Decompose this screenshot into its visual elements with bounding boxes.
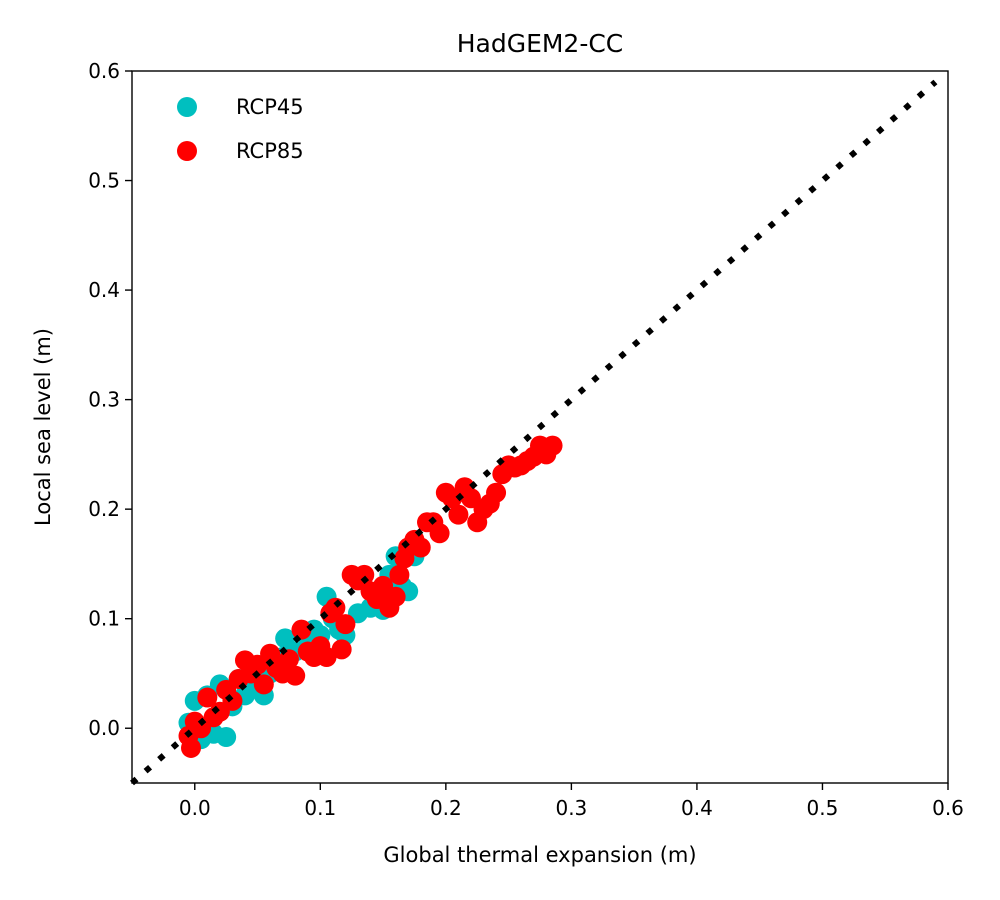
data-point <box>429 523 450 544</box>
x-tick-label: 0.4 <box>681 796 713 820</box>
data-point <box>410 537 431 558</box>
y-tick-label: 0.3 <box>88 388 120 412</box>
data-point <box>335 614 356 635</box>
legend-label: RCP85 <box>236 139 304 163</box>
data-point <box>291 619 312 640</box>
plot-area <box>130 79 938 786</box>
legend: RCP45 RCP85 <box>177 95 304 163</box>
data-point <box>385 586 406 607</box>
legend-label: RCP45 <box>236 95 304 119</box>
legend-marker <box>177 97 197 117</box>
series-rcp85 <box>178 435 563 758</box>
data-point <box>316 647 337 668</box>
x-tick-label: 0.3 <box>555 796 587 820</box>
chart-title: HadGEM2-CC <box>457 29 624 58</box>
x-tick-label: 0.0 <box>179 796 211 820</box>
y-tick-label: 0.4 <box>88 278 120 302</box>
data-point <box>222 690 243 711</box>
data-point <box>197 687 218 708</box>
data-point <box>542 435 563 456</box>
x-tick-label: 0.5 <box>807 796 839 820</box>
data-point <box>486 482 507 503</box>
y-tick-label: 0.0 <box>88 716 120 740</box>
y-tick-label: 0.2 <box>88 497 120 521</box>
data-point <box>448 504 469 525</box>
y-tick-label: 0.1 <box>88 607 120 631</box>
data-point <box>331 639 352 660</box>
axes-frame <box>131 70 949 784</box>
x-tick-label: 0.2 <box>430 796 462 820</box>
y-tick-label: 0.5 <box>88 169 120 193</box>
y-tick-label: 0.6 <box>88 59 120 83</box>
data-point <box>181 737 202 758</box>
data-point <box>285 665 306 686</box>
data-point <box>389 564 410 585</box>
x-tick-label: 0.6 <box>932 796 964 820</box>
legend-marker <box>177 141 197 161</box>
data-point <box>354 564 375 585</box>
x-tick-label: 0.1 <box>304 796 336 820</box>
data-point <box>253 674 274 695</box>
x-axis-label: Global thermal expansion (m) <box>383 843 696 867</box>
y-axis-label: Local sea level (m) <box>31 328 55 526</box>
data-point <box>216 726 237 747</box>
